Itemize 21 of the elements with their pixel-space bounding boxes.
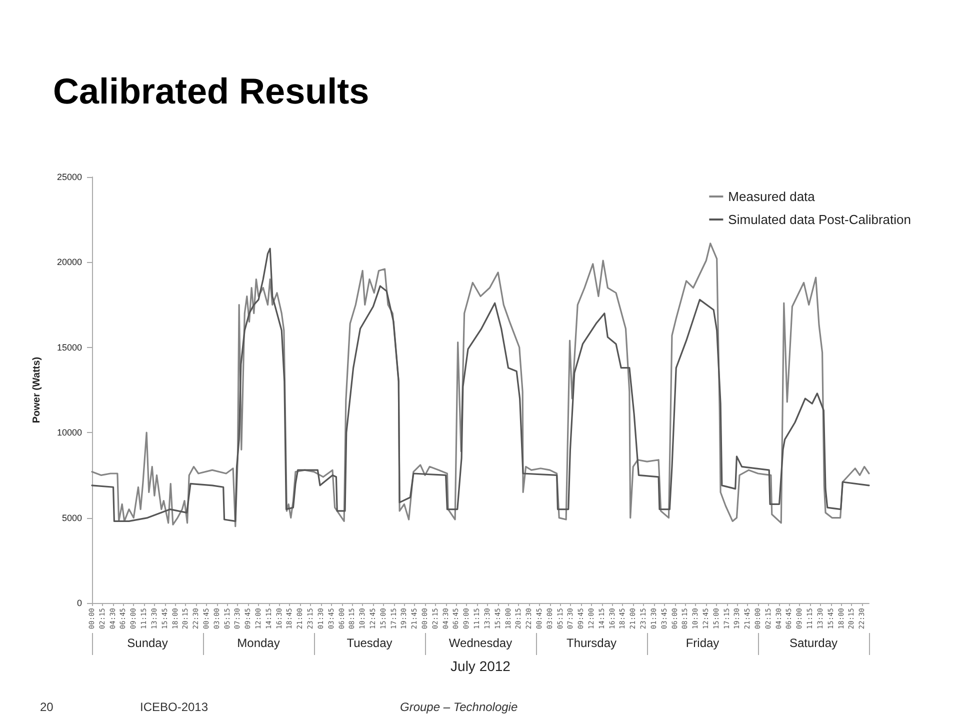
y-tick-label: 0: [76, 598, 82, 608]
text: Friday: [686, 636, 720, 650]
text: ICEBO-2013: [140, 700, 208, 714]
x-axis-title: July 2012: [450, 658, 511, 674]
text: Monday: [237, 636, 280, 650]
text: Saturday: [789, 636, 838, 650]
text: 20: [40, 700, 54, 714]
text: Thursday: [566, 636, 617, 650]
legend-label: Simulated data Post-Calibration: [728, 212, 912, 227]
text: Groupe – Technologie: [400, 700, 518, 714]
y-tick-label: 10000: [56, 428, 82, 438]
y-tick-label: 20000: [56, 257, 82, 268]
y-axis-title: Power (Watts): [32, 356, 42, 424]
text: Wednesday: [448, 636, 512, 650]
text: Sunday: [127, 636, 168, 650]
text: Tuesday: [346, 636, 392, 650]
chart-title: Calibrated Results: [53, 70, 370, 112]
y-tick-label: 25000: [56, 172, 82, 182]
y-tick-label: 15000: [56, 342, 82, 352]
y-tick-label: 5000: [62, 512, 82, 523]
legend-label: Measured data: [728, 189, 816, 204]
